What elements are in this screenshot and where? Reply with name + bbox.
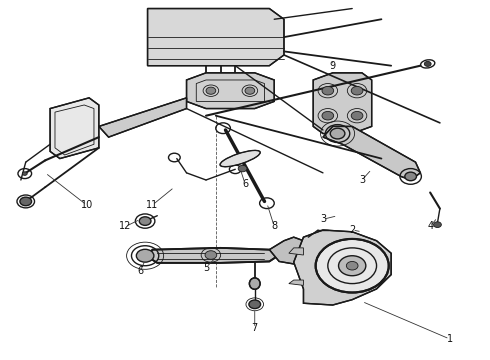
Text: 7: 7	[252, 323, 258, 333]
Circle shape	[339, 256, 366, 276]
Circle shape	[205, 251, 217, 259]
Circle shape	[136, 249, 154, 262]
Polygon shape	[289, 280, 303, 285]
Polygon shape	[147, 248, 279, 263]
Text: 3: 3	[320, 214, 326, 224]
Polygon shape	[50, 98, 99, 158]
Text: 11: 11	[147, 200, 159, 210]
Circle shape	[322, 111, 334, 120]
Text: 4: 4	[427, 221, 433, 231]
Text: 5: 5	[203, 262, 209, 273]
Polygon shape	[147, 9, 284, 66]
Circle shape	[405, 172, 416, 181]
Circle shape	[351, 86, 363, 95]
Text: 2: 2	[349, 225, 355, 235]
Ellipse shape	[220, 150, 260, 167]
Circle shape	[238, 165, 247, 172]
Text: 3: 3	[359, 175, 365, 185]
Circle shape	[23, 172, 27, 175]
Circle shape	[346, 261, 358, 270]
Circle shape	[245, 87, 255, 94]
Polygon shape	[313, 73, 372, 134]
Text: 6: 6	[242, 179, 248, 189]
Ellipse shape	[249, 278, 260, 289]
Text: 10: 10	[80, 200, 93, 210]
Circle shape	[20, 197, 31, 206]
Circle shape	[206, 87, 216, 94]
Polygon shape	[323, 126, 420, 180]
Text: 12: 12	[120, 221, 132, 231]
Text: 8: 8	[271, 221, 277, 231]
Circle shape	[316, 239, 389, 293]
Text: 9: 9	[330, 61, 336, 71]
Circle shape	[139, 217, 151, 225]
Circle shape	[351, 111, 363, 120]
Polygon shape	[270, 237, 303, 264]
Polygon shape	[294, 230, 391, 305]
Circle shape	[322, 86, 334, 95]
Polygon shape	[289, 248, 303, 255]
Text: 1: 1	[446, 334, 453, 344]
Circle shape	[330, 128, 345, 139]
Polygon shape	[187, 73, 274, 109]
Circle shape	[249, 300, 261, 309]
Polygon shape	[99, 98, 187, 137]
Circle shape	[434, 222, 441, 228]
Text: 6: 6	[137, 266, 143, 276]
Circle shape	[424, 62, 431, 66]
